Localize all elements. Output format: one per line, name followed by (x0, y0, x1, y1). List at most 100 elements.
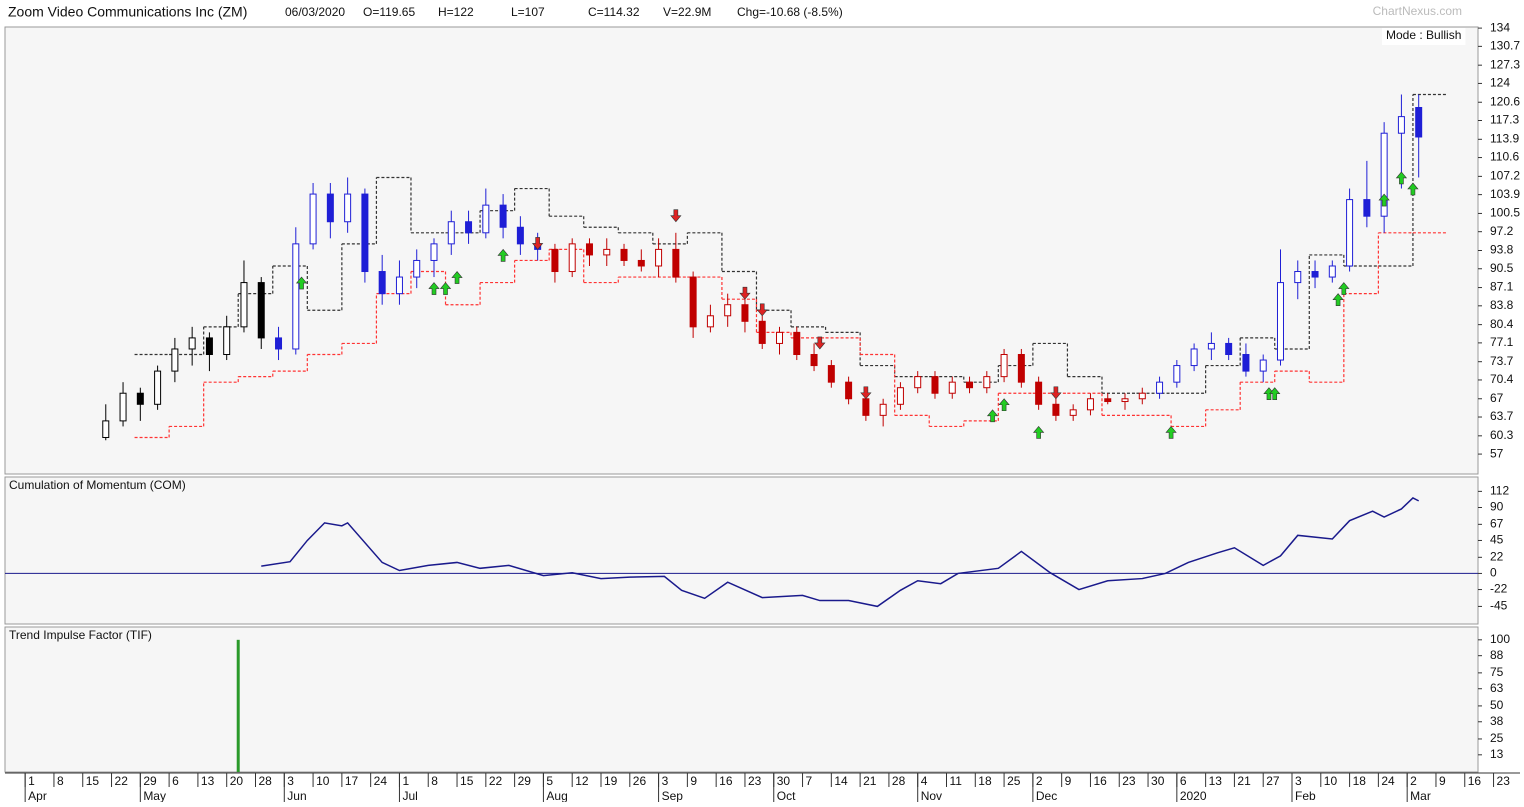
y-tick-label: 80.4 (1490, 317, 1514, 331)
x-tick-label: 6 (1180, 774, 1187, 788)
candle-body (516, 226, 524, 245)
x-tick-label: 13 (201, 774, 215, 788)
stock-title: Zoom Video Communications Inc (ZM) (8, 4, 247, 20)
candle-body (914, 376, 922, 389)
x-tick-label: 10 (316, 774, 330, 788)
x-tick-label: 15 (460, 774, 474, 788)
signal-arrow (1395, 171, 1408, 185)
candle-body (758, 320, 766, 344)
candle-body (1017, 354, 1025, 383)
month-label: Jun (287, 789, 306, 802)
x-tick-label: 9 (690, 774, 697, 788)
candle-body (257, 282, 265, 339)
y-tick-label: 73.7 (1490, 354, 1514, 368)
signal-arrow (670, 209, 682, 223)
candle-body (655, 248, 663, 267)
signal-arrow (860, 386, 872, 400)
signal-arrow (1338, 282, 1350, 295)
candle-body (292, 243, 300, 350)
candle-body (171, 348, 179, 372)
candle-body (326, 193, 334, 223)
x-tick-label: 9 (1439, 774, 1446, 788)
change: Chg=-10.68 (-8.5%) (737, 5, 843, 19)
candle-body (1415, 106, 1423, 138)
x-tick-label: 23 (748, 774, 762, 788)
y-tick-label: 67 (1490, 517, 1504, 531)
y-tick-label: 50 (1490, 698, 1504, 712)
candle-body (499, 204, 507, 228)
com-line (261, 497, 1420, 608)
panel-title: Cumulation of Momentum (COM) (9, 478, 186, 492)
x-tick-label: 13 (1209, 774, 1223, 788)
candle-body (931, 376, 939, 394)
month-label: Apr (28, 789, 47, 802)
candle-body (1294, 271, 1302, 284)
signal-arrow (756, 303, 768, 317)
x-tick-label: 21 (1237, 774, 1251, 788)
mode-box (1382, 28, 1466, 45)
signal-arrow (1032, 425, 1045, 439)
watermark: ChartNexus.com (1373, 4, 1462, 18)
x-tick-label: 22 (115, 774, 129, 788)
candle-body (1363, 199, 1371, 217)
month-label: 2020 (1180, 789, 1207, 802)
y-tick-label: 88 (1490, 648, 1504, 662)
y-tick-label: 120.6 (1490, 94, 1520, 108)
y-tick-label: 87.1 (1490, 280, 1514, 294)
y-tick-label: 110.6 (1490, 150, 1519, 164)
x-tick-label: 20 (230, 774, 244, 788)
month-label: Feb (1295, 789, 1316, 802)
y-tick-label: 70.4 (1490, 372, 1514, 386)
x-tick-label: 15 (86, 774, 100, 788)
panel-frame (4, 26, 1479, 475)
candle-body (119, 392, 127, 422)
candle-body (447, 221, 455, 245)
candle-body (724, 304, 732, 317)
signal-arrow (532, 237, 544, 250)
candle-body (1086, 398, 1094, 411)
y-tick-label: 83.8 (1490, 298, 1514, 312)
y-tick-label: 124 (1490, 76, 1510, 90)
x-tick-label: 11 (949, 774, 962, 788)
x-tick-label: 16 (719, 774, 733, 788)
candle-body (465, 221, 473, 234)
x-tick-label: 12 (575, 774, 589, 788)
y-tick-label: 57 (1490, 446, 1504, 460)
y-tick-label: 97.2 (1490, 224, 1514, 238)
panel-title: Trend Impulse Factor (TIF) (9, 628, 152, 642)
candle-body (1173, 365, 1181, 383)
x-tick-label: 18 (1353, 774, 1367, 788)
signal-arrow (439, 282, 452, 295)
x-tick-label: 3 (1295, 774, 1302, 788)
y-tick-label: 107.2 (1490, 169, 1520, 183)
x-tick-label: 19 (604, 774, 618, 788)
candle-body (551, 248, 559, 273)
candle-body (1190, 348, 1198, 367)
candle-body (1259, 359, 1267, 372)
x-tick-label: 22 (489, 774, 503, 788)
signal-arrow (998, 398, 1010, 412)
month-label: Nov (921, 789, 942, 802)
x-tick-label: 2 (1036, 774, 1043, 788)
mode-label: Mode : Bullish (1386, 28, 1461, 42)
month-label: May (143, 789, 166, 802)
candle-body (827, 365, 835, 383)
y-tick-label: 127.3 (1490, 57, 1520, 71)
candle-body (585, 243, 593, 256)
candle-body (689, 276, 697, 328)
candle-body (810, 354, 818, 367)
y-tick-label: 45 (1490, 533, 1504, 547)
candle-body (188, 337, 196, 350)
candle-body (1328, 265, 1336, 278)
candle-body (603, 248, 611, 256)
candle-body (845, 381, 853, 400)
candle-body (672, 248, 680, 278)
x-tick-label: 14 (834, 774, 848, 788)
x-tick-label: 18 (978, 774, 992, 788)
candle-body (1069, 409, 1077, 416)
candle-body (1052, 403, 1060, 416)
y-tick-label: 90.5 (1490, 261, 1514, 275)
x-tick-label: 30 (1151, 774, 1165, 788)
candle-body (136, 392, 144, 405)
